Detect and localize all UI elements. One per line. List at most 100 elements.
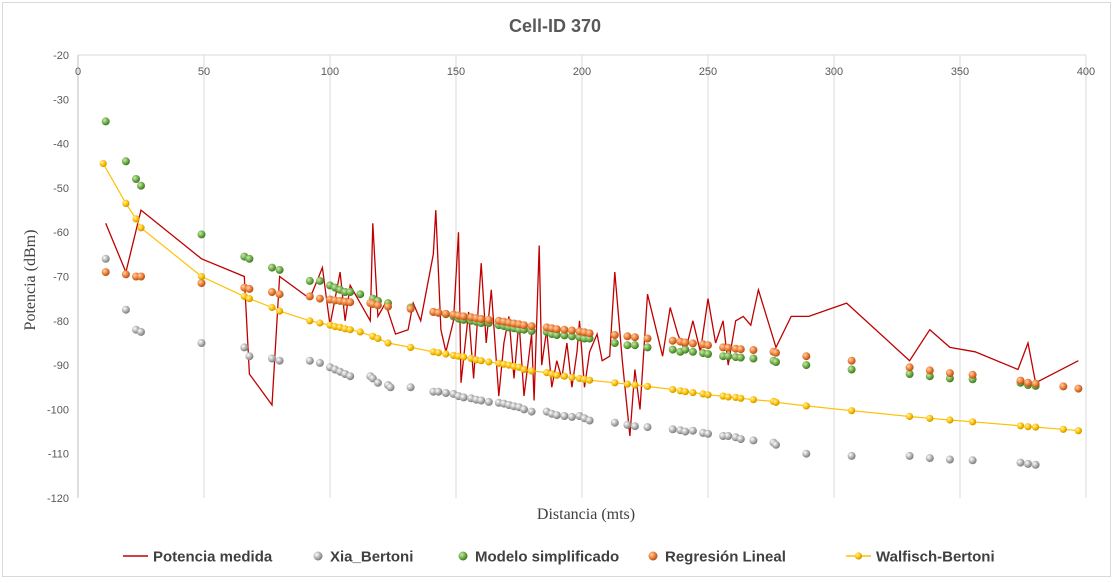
point-xia-bertoni bbox=[668, 425, 677, 434]
point-regresi-n-lineal bbox=[245, 284, 254, 293]
point-walfisch-bertoni bbox=[611, 379, 619, 387]
point-modelo-simplificado bbox=[736, 353, 745, 362]
chart: Cell-ID 370 0 50 100 150 200 250 300 350 400 -20 -… bbox=[22, 16, 1095, 566]
point-walfisch-bertoni bbox=[528, 367, 536, 375]
point-modelo-simplificado bbox=[121, 157, 130, 166]
point-xia-bertoni bbox=[484, 397, 493, 406]
point-regresi-n-lineal bbox=[630, 333, 639, 342]
point-modelo-simplificado bbox=[275, 265, 284, 274]
point-walfisch-bertoni bbox=[407, 343, 415, 351]
legend-label-potencia-medida: Potencia medida bbox=[153, 549, 273, 566]
point-regresi-n-lineal bbox=[384, 302, 392, 311]
point-walfisch-bertoni bbox=[969, 418, 977, 426]
point-modelo-simplificado bbox=[724, 352, 733, 361]
point-modelo-simplificado bbox=[356, 290, 365, 299]
point-regresi-n-lineal bbox=[704, 341, 712, 350]
point-xia-bertoni bbox=[245, 352, 254, 361]
point-modelo-simplificado bbox=[623, 341, 632, 350]
y-tick-label: -90 bbox=[53, 360, 69, 372]
legend-label-walfisch-bertoni: Walfisch-Bertoni bbox=[876, 549, 995, 566]
x-tick-label: 250 bbox=[699, 66, 717, 78]
point-modelo-simplificado bbox=[346, 288, 355, 296]
point-regresi-n-lineal bbox=[567, 326, 576, 335]
point-xia-bertoni bbox=[968, 456, 977, 465]
point-regresi-n-lineal bbox=[1031, 379, 1040, 388]
point-modelo-simplificado bbox=[772, 358, 780, 366]
point-xia-bertoni bbox=[736, 435, 745, 444]
point-walfisch-bertoni bbox=[442, 350, 450, 358]
point-walfisch-bertoni bbox=[631, 381, 639, 389]
point-walfisch-bertoni bbox=[434, 349, 442, 357]
point-walfisch-bertoni bbox=[802, 402, 810, 410]
point-walfisch-bertoni bbox=[560, 372, 569, 380]
point-regresi-n-lineal bbox=[275, 290, 284, 299]
point-walfisch-bertoni bbox=[1032, 423, 1040, 431]
point-walfisch-bertoni bbox=[553, 371, 561, 379]
legend-label-xia-bertoni: Xia_Bertoni bbox=[330, 549, 413, 566]
point-walfisch-bertoni bbox=[460, 353, 468, 361]
point-regresi-n-lineal bbox=[1016, 376, 1025, 385]
legend-swatch-xia-bertoni bbox=[313, 551, 323, 561]
point-walfisch-bertoni bbox=[689, 389, 697, 397]
legend-swatch-regresi-n-lineal bbox=[648, 551, 658, 561]
point-modelo-simplificado bbox=[630, 341, 639, 350]
point-walfisch-bertoni bbox=[737, 394, 745, 402]
y-tick-label: -20 bbox=[53, 50, 69, 62]
x-tick-label: 50 bbox=[198, 66, 210, 78]
point-modelo-simplificado bbox=[681, 345, 690, 354]
point-xia-bertoni bbox=[101, 254, 110, 263]
point-xia-bertoni bbox=[441, 389, 450, 397]
point-xia-bertoni bbox=[585, 416, 594, 425]
point-regresi-n-lineal bbox=[484, 315, 493, 324]
point-regresi-n-lineal bbox=[137, 272, 145, 281]
point-modelo-simplificado bbox=[197, 230, 206, 239]
point-walfisch-bertoni bbox=[906, 412, 914, 421]
point-xia-bertoni bbox=[749, 436, 758, 445]
point-xia-bertoni bbox=[305, 356, 314, 365]
point-walfisch-bertoni bbox=[346, 326, 354, 334]
point-xia-bertoni bbox=[630, 422, 639, 431]
point-xia-bertoni bbox=[847, 451, 856, 460]
point-xia-bertoni bbox=[477, 396, 486, 405]
point-modelo-simplificado bbox=[925, 372, 934, 381]
point-walfisch-bertoni bbox=[245, 295, 253, 303]
point-regresi-n-lineal bbox=[560, 325, 569, 334]
legend-label-regresi-n-lineal: Regresión Lineal bbox=[665, 549, 786, 566]
y-tick-label: -70 bbox=[53, 272, 69, 284]
point-regresi-n-lineal bbox=[610, 331, 619, 339]
point-xia-bertoni bbox=[1024, 459, 1032, 468]
point-xia-bertoni bbox=[560, 412, 569, 420]
point-regresi-n-lineal bbox=[268, 288, 276, 296]
point-xia-bertoni bbox=[459, 393, 468, 402]
y-tick-label: -80 bbox=[53, 316, 69, 328]
point-walfisch-bertoni bbox=[946, 416, 954, 424]
point-regresi-n-lineal bbox=[101, 268, 110, 277]
point-walfisch-bertoni bbox=[681, 388, 689, 396]
point-walfisch-bertoni bbox=[623, 380, 632, 388]
point-regresi-n-lineal bbox=[346, 298, 355, 307]
point-modelo-simplificado bbox=[749, 354, 758, 363]
point-modelo-simplificado bbox=[268, 263, 276, 272]
point-xia-bertoni bbox=[905, 451, 914, 460]
point-xia-bertoni bbox=[802, 449, 811, 458]
point-walfisch-bertoni bbox=[306, 317, 314, 325]
point-regresi-n-lineal bbox=[527, 322, 536, 331]
point-walfisch-bertoni bbox=[1016, 422, 1025, 430]
point-regresi-n-lineal bbox=[968, 370, 977, 379]
point-walfisch-bertoni bbox=[316, 319, 324, 327]
point-xia-bertoni bbox=[623, 420, 632, 429]
point-walfisch-bertoni bbox=[197, 272, 206, 281]
point-modelo-simplificado bbox=[315, 276, 324, 285]
point-regresi-n-lineal bbox=[945, 369, 954, 378]
point-regresi-n-lineal bbox=[477, 315, 486, 323]
point-xia-bertoni bbox=[925, 454, 934, 463]
point-xia-bertoni bbox=[610, 418, 619, 427]
point-regresi-n-lineal bbox=[925, 366, 934, 375]
point-walfisch-bertoni bbox=[122, 199, 130, 207]
point-walfisch-bertoni bbox=[276, 307, 284, 315]
point-xia-bertoni bbox=[520, 405, 528, 414]
point-walfisch-bertoni bbox=[132, 215, 140, 223]
point-regresi-n-lineal bbox=[459, 312, 468, 321]
point-xia-bertoni bbox=[268, 354, 276, 363]
point-regresi-n-lineal bbox=[749, 346, 758, 354]
